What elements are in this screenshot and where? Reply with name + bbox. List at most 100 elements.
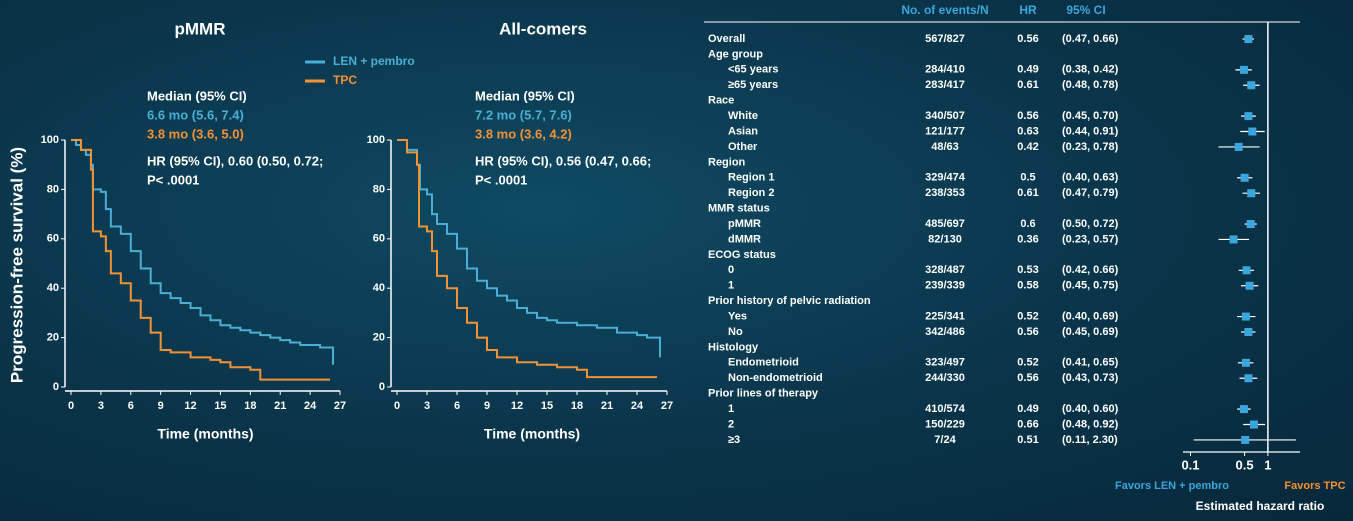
favors-right: Favors TPC <box>1284 480 1345 492</box>
x-tick-label: 0.1 <box>1181 457 1199 472</box>
y-tick-label: 60 <box>47 233 59 245</box>
x-axis-label: Estimated hazard ratio <box>1196 499 1325 513</box>
y-tick-label: 80 <box>47 183 59 195</box>
y-tick-label: 100 <box>367 134 385 146</box>
y-axis-label: Progression-free survival (%) <box>7 147 26 383</box>
annotation: 3.8 mo (3.6, 4.2) <box>475 126 572 141</box>
annotation: HR (95% CI), 0.60 (0.50, 0.72; <box>147 153 323 168</box>
hr: 0.56 <box>1017 372 1038 384</box>
row-label: <65 years <box>728 64 778 76</box>
hr-point <box>1242 266 1251 275</box>
hr: 0.66 <box>1017 418 1038 430</box>
column-header: No. of events/N <box>901 3 988 17</box>
chart-title: pMMR <box>175 19 226 38</box>
hr-point <box>1246 220 1255 229</box>
hr-point <box>1247 189 1256 198</box>
row-label: Asian <box>728 125 758 137</box>
hr-point <box>1229 235 1238 244</box>
hr-point <box>1234 142 1243 151</box>
row-label: dMMR <box>728 233 761 245</box>
hr-point <box>1244 374 1253 383</box>
x-tick-label: 18 <box>571 400 583 412</box>
row-label: Non-endometrioid <box>728 372 823 384</box>
group-label: MMR status <box>708 203 770 215</box>
events: 239/339 <box>925 280 965 292</box>
favors-left: Favors LEN + pembro <box>1115 480 1229 492</box>
hr: 0.52 <box>1017 310 1038 322</box>
hr-point <box>1245 281 1254 290</box>
x-tick-label: 3 <box>424 400 430 412</box>
events: 284/410 <box>925 64 965 76</box>
annotation: Median (95% CI) <box>475 88 575 103</box>
x-tick-label: 6 <box>128 400 134 412</box>
hr: 0.42 <box>1017 141 1038 153</box>
row-label: Region 2 <box>728 187 774 199</box>
ci-label: (0.23, 0.57) <box>1062 233 1119 245</box>
group-label: Prior lines of therapy <box>708 388 819 400</box>
annotation: Median (95% CI) <box>147 88 247 103</box>
hr: 0.56 <box>1017 110 1038 122</box>
ci-label: (0.45, 0.69) <box>1062 326 1119 338</box>
events: 340/507 <box>925 110 965 122</box>
row-label: Endometrioid <box>728 357 799 369</box>
x-tick-label: 9 <box>484 400 490 412</box>
ci-label: (0.45, 0.70) <box>1062 110 1119 122</box>
y-tick-label: 40 <box>373 282 385 294</box>
hr-point <box>1241 358 1250 367</box>
y-tick-label: 60 <box>373 233 385 245</box>
events: 7/24 <box>934 434 956 446</box>
ci-label: (0.50, 0.72) <box>1062 218 1119 230</box>
annotation: 6.6 mo (5.6, 7.4) <box>147 107 244 122</box>
hr: 0.61 <box>1017 79 1038 91</box>
y-tick-label: 20 <box>373 332 385 344</box>
row-label: Overall <box>708 33 745 45</box>
annotation: 7.2 mo (5.7, 7.6) <box>475 107 572 122</box>
hr-point <box>1244 35 1253 43</box>
ci-label: (0.44, 0.91) <box>1062 125 1119 137</box>
events: 342/486 <box>925 326 965 338</box>
x-tick-label: 1 <box>1264 457 1271 472</box>
group-label: Histology <box>708 341 759 353</box>
ci-label: (0.40, 0.69) <box>1062 310 1119 322</box>
survival-curve <box>397 139 657 379</box>
ci-label: (0.43, 0.73) <box>1062 372 1119 384</box>
hr-point <box>1239 65 1248 74</box>
hr: 0.56 <box>1017 326 1038 338</box>
x-tick-label: 15 <box>541 400 553 412</box>
annotation: 3.8 mo (3.6, 5.0) <box>147 126 244 141</box>
group-label: Race <box>708 95 734 107</box>
row-label: 1 <box>728 403 734 415</box>
ci-label: (0.23, 0.78) <box>1062 141 1119 153</box>
hr-point <box>1249 420 1258 429</box>
hr-point <box>1241 435 1250 444</box>
ci-label: (0.48, 0.92) <box>1062 418 1119 430</box>
ci-label: (0.40, 0.63) <box>1062 172 1119 184</box>
row-label: Other <box>728 141 758 153</box>
group-label: Age group <box>708 48 763 60</box>
column-header: HR <box>1019 3 1037 17</box>
survival-curve <box>71 139 331 381</box>
hr: 0.49 <box>1017 64 1038 76</box>
events: 225/341 <box>925 310 965 322</box>
ci-label: (0.42, 0.66) <box>1062 264 1119 276</box>
hr: 0.5 <box>1020 172 1035 184</box>
x-tick-label: 3 <box>98 400 104 412</box>
chart-title: All-comers <box>499 19 587 38</box>
x-tick-label: 21 <box>274 400 286 412</box>
x-tick-label: 0 <box>68 400 74 412</box>
y-tick-label: 20 <box>47 332 59 344</box>
events: 328/487 <box>925 264 965 276</box>
ci-label: (0.48, 0.78) <box>1062 79 1119 91</box>
hr-point <box>1244 112 1253 121</box>
ci-label: (0.47, 0.79) <box>1062 187 1119 199</box>
hr: 0.56 <box>1017 33 1038 45</box>
x-tick-label: 12 <box>184 400 196 412</box>
row-label: Region 1 <box>728 172 774 184</box>
row-label: 1 <box>728 280 734 292</box>
hr: 0.58 <box>1017 280 1038 292</box>
events: 48/63 <box>931 141 959 153</box>
x-tick-label: 9 <box>158 400 164 412</box>
hr: 0.61 <box>1017 187 1038 199</box>
group-label: ECOG status <box>708 249 776 261</box>
x-tick-label: 27 <box>334 400 346 412</box>
